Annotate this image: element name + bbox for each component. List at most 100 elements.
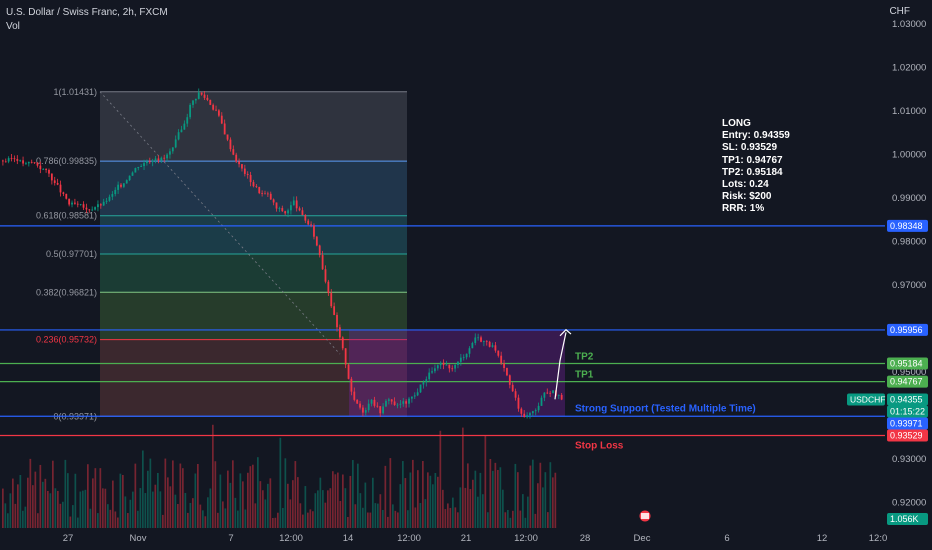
price-axis[interactable] bbox=[885, 0, 932, 550]
price-axis-labels: 0.98348 0.95956 0.95184 0.94767 0.94355 01:15… bbox=[639, 219, 928, 525]
price-tick-label: 1.03000 bbox=[892, 19, 926, 30]
annotation-tp1[interactable]: TP1 bbox=[575, 370, 594, 381]
candle-body bbox=[243, 168, 246, 174]
volume-bar bbox=[82, 490, 84, 528]
volume-bar bbox=[237, 510, 239, 528]
candle-body bbox=[137, 166, 140, 169]
candle-body bbox=[330, 293, 333, 307]
candle-body bbox=[497, 350, 500, 356]
volume-bar bbox=[289, 499, 292, 528]
candle-body bbox=[79, 204, 82, 206]
volume-bar bbox=[14, 503, 17, 528]
volume-bar bbox=[192, 498, 194, 528]
price-label-0-94355[interactable] bbox=[887, 393, 928, 406]
price-tick-label: 1.02000 bbox=[892, 63, 926, 74]
volume-bar bbox=[444, 509, 447, 528]
candle-body bbox=[454, 365, 456, 369]
price-label-0-93971[interactable] bbox=[887, 417, 928, 430]
candle-body bbox=[50, 173, 53, 181]
volume-bar bbox=[304, 486, 307, 528]
candle-body bbox=[252, 182, 255, 187]
volume-bar bbox=[537, 483, 539, 528]
accumulation-range-box[interactable] bbox=[349, 329, 565, 417]
candle-body bbox=[143, 163, 145, 167]
candle-body bbox=[108, 196, 111, 201]
volume-bar bbox=[297, 477, 299, 528]
volume-bar bbox=[222, 501, 224, 528]
candle-body bbox=[177, 132, 180, 140]
trade-plan-note[interactable]: LONG Entry: 0.94359 SL: 0.93529 TP1: 0.9… bbox=[722, 118, 790, 216]
trade-note-line: Entry: 0.94359 bbox=[722, 130, 790, 142]
trade-note-line: TP1: 0.94767 bbox=[722, 154, 783, 166]
volume-bar bbox=[274, 517, 277, 528]
volume-bar bbox=[177, 504, 179, 528]
volume-bar bbox=[389, 458, 392, 528]
candle-body bbox=[163, 157, 166, 159]
volume-bar bbox=[62, 501, 64, 528]
candle-body bbox=[287, 210, 289, 214]
candle-body bbox=[13, 158, 16, 160]
candle-body bbox=[336, 314, 338, 328]
candle-body bbox=[310, 224, 312, 226]
volume-bar bbox=[9, 493, 12, 528]
volume-bar bbox=[534, 513, 537, 528]
volume-bar bbox=[277, 512, 279, 528]
volume-bar bbox=[219, 474, 222, 528]
price-label-0-95184[interactable] bbox=[887, 357, 928, 370]
price-label-0-94767[interactable] bbox=[887, 375, 928, 388]
volume-bar bbox=[399, 484, 402, 528]
volume-bar bbox=[252, 464, 254, 528]
candle-body bbox=[511, 384, 514, 392]
symbol-tag[interactable] bbox=[847, 393, 885, 406]
volume-bar bbox=[57, 490, 59, 528]
volume-bar bbox=[139, 488, 142, 528]
volume-bar bbox=[409, 472, 412, 528]
volume-bar bbox=[487, 512, 489, 528]
volume-bar bbox=[37, 513, 39, 528]
volume-bar bbox=[34, 471, 37, 528]
candle-body bbox=[520, 408, 523, 414]
volume-bar bbox=[244, 509, 247, 528]
volume-bar bbox=[189, 502, 192, 528]
projection-arrow[interactable] bbox=[554, 332, 567, 400]
time-tick-label: 12:00 bbox=[279, 533, 303, 544]
candle-body bbox=[442, 362, 445, 365]
volume-bar bbox=[494, 462, 497, 528]
volume-bar bbox=[7, 513, 9, 528]
time-tick-label: 12 bbox=[817, 533, 828, 544]
volume-label[interactable] bbox=[887, 513, 928, 525]
candle-body bbox=[350, 378, 353, 392]
volume-bar bbox=[59, 503, 62, 528]
time-axis[interactable] bbox=[0, 529, 885, 550]
fib-zone-band bbox=[100, 215, 407, 255]
candle-body bbox=[194, 98, 197, 101]
annotation-support[interactable]: Strong Support (Tested Multiple Time) bbox=[575, 403, 756, 414]
volume-bar bbox=[24, 506, 27, 528]
candle-body bbox=[353, 391, 356, 400]
volume-indicator-label[interactable]: Vol bbox=[6, 21, 20, 32]
candle-body bbox=[76, 203, 79, 205]
fibonacci-retracement[interactable]: 1(1.01431) 0.786(0.99835) 0.618(0.98581) 0.… bbox=[36, 87, 407, 422]
volume-bar bbox=[499, 467, 502, 528]
price-label-0-95956[interactable] bbox=[887, 323, 928, 336]
volume-bar bbox=[527, 496, 529, 528]
volume-bar bbox=[524, 517, 527, 528]
candle-body bbox=[422, 382, 425, 385]
volume-bar bbox=[97, 513, 99, 528]
candle-body bbox=[197, 92, 200, 99]
candle-body bbox=[278, 208, 281, 209]
annotation-stop-loss[interactable]: Stop Loss bbox=[575, 440, 624, 451]
volume-bar bbox=[439, 430, 442, 528]
volume-bar bbox=[112, 480, 114, 528]
price-label-0-93529[interactable] bbox=[887, 429, 928, 442]
annotation-tp2[interactable]: TP2 bbox=[575, 351, 594, 362]
price-label-0-98348[interactable] bbox=[887, 219, 928, 232]
symbol-title[interactable]: U.S. Dollar / Swiss Franc, 2h, FXCM bbox=[6, 7, 168, 18]
time-tick-label: 12:00 bbox=[397, 533, 421, 544]
volume-bar bbox=[542, 487, 544, 528]
price-label-countdown[interactable] bbox=[887, 405, 928, 418]
candle-body bbox=[281, 208, 284, 212]
volume-bar bbox=[427, 472, 429, 528]
